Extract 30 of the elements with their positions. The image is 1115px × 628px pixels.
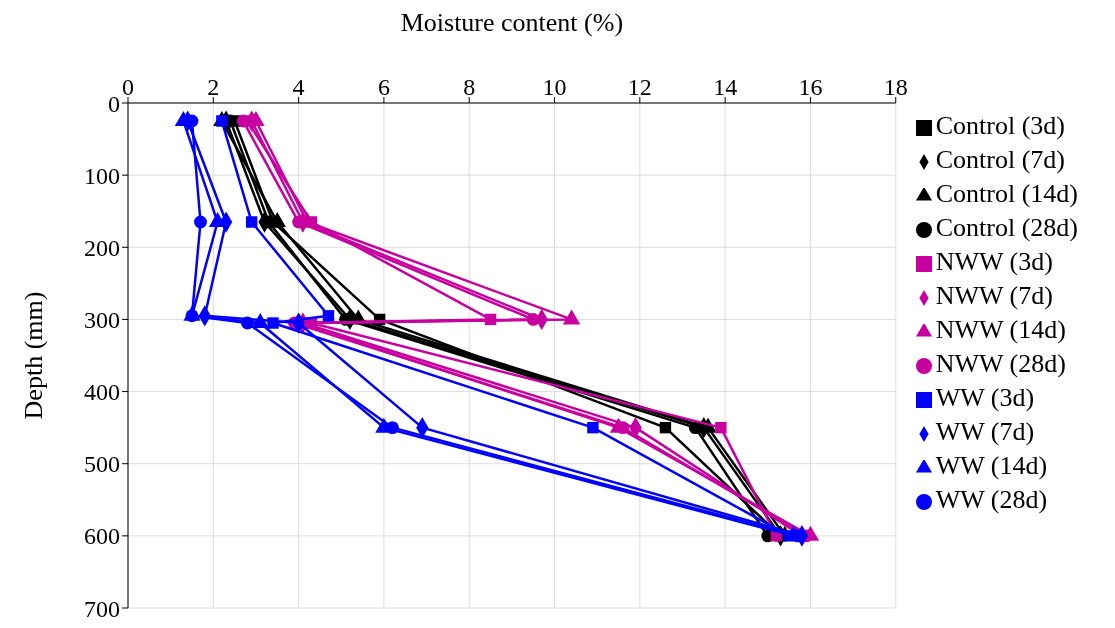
y-axis-title: Depth (mm) (19, 291, 49, 420)
x-tick-label: 8 (463, 74, 476, 100)
legend-label: WW (28d) (935, 485, 1048, 514)
legend-label: NWW (3d) (935, 247, 1053, 276)
y-tick-label: 600 (84, 523, 120, 550)
x-tick-label: 14 (713, 74, 738, 100)
legend-label: WW (14d) (935, 451, 1048, 480)
y-tick-label: 100 (84, 162, 120, 189)
x-axis-title: Moisture content (%) (400, 8, 624, 38)
y-tick-label: 300 (84, 306, 120, 333)
x-tick-label: 16 (798, 74, 823, 100)
x-tick-label: 12 (627, 74, 652, 100)
legend-label: Control (14d) (935, 179, 1078, 208)
legend-label: Control (28d) (935, 213, 1078, 242)
legend-label: Control (7d) (935, 145, 1065, 174)
legend-label: NWW (14d) (935, 315, 1066, 344)
legend-label: NWW (7d) (935, 281, 1053, 310)
legend-label: Control (3d) (935, 111, 1065, 140)
legend-label: WW (3d) (935, 383, 1035, 412)
legend-label: NWW (28d) (935, 349, 1066, 378)
x-tick-label: 2 (207, 74, 220, 100)
x-tick-label: 10 (542, 74, 567, 100)
y-tick-label: 500 (84, 451, 120, 478)
y-tick-label: 700 (84, 595, 120, 622)
legend-label: WW (7d) (935, 417, 1035, 446)
y-tick-label: 200 (84, 234, 120, 261)
x-tick-label: 6 (377, 74, 390, 100)
x-tick-label: 18 (883, 74, 908, 100)
y-tick-label: 400 (84, 379, 120, 406)
x-tick-label: 4 (292, 74, 305, 100)
